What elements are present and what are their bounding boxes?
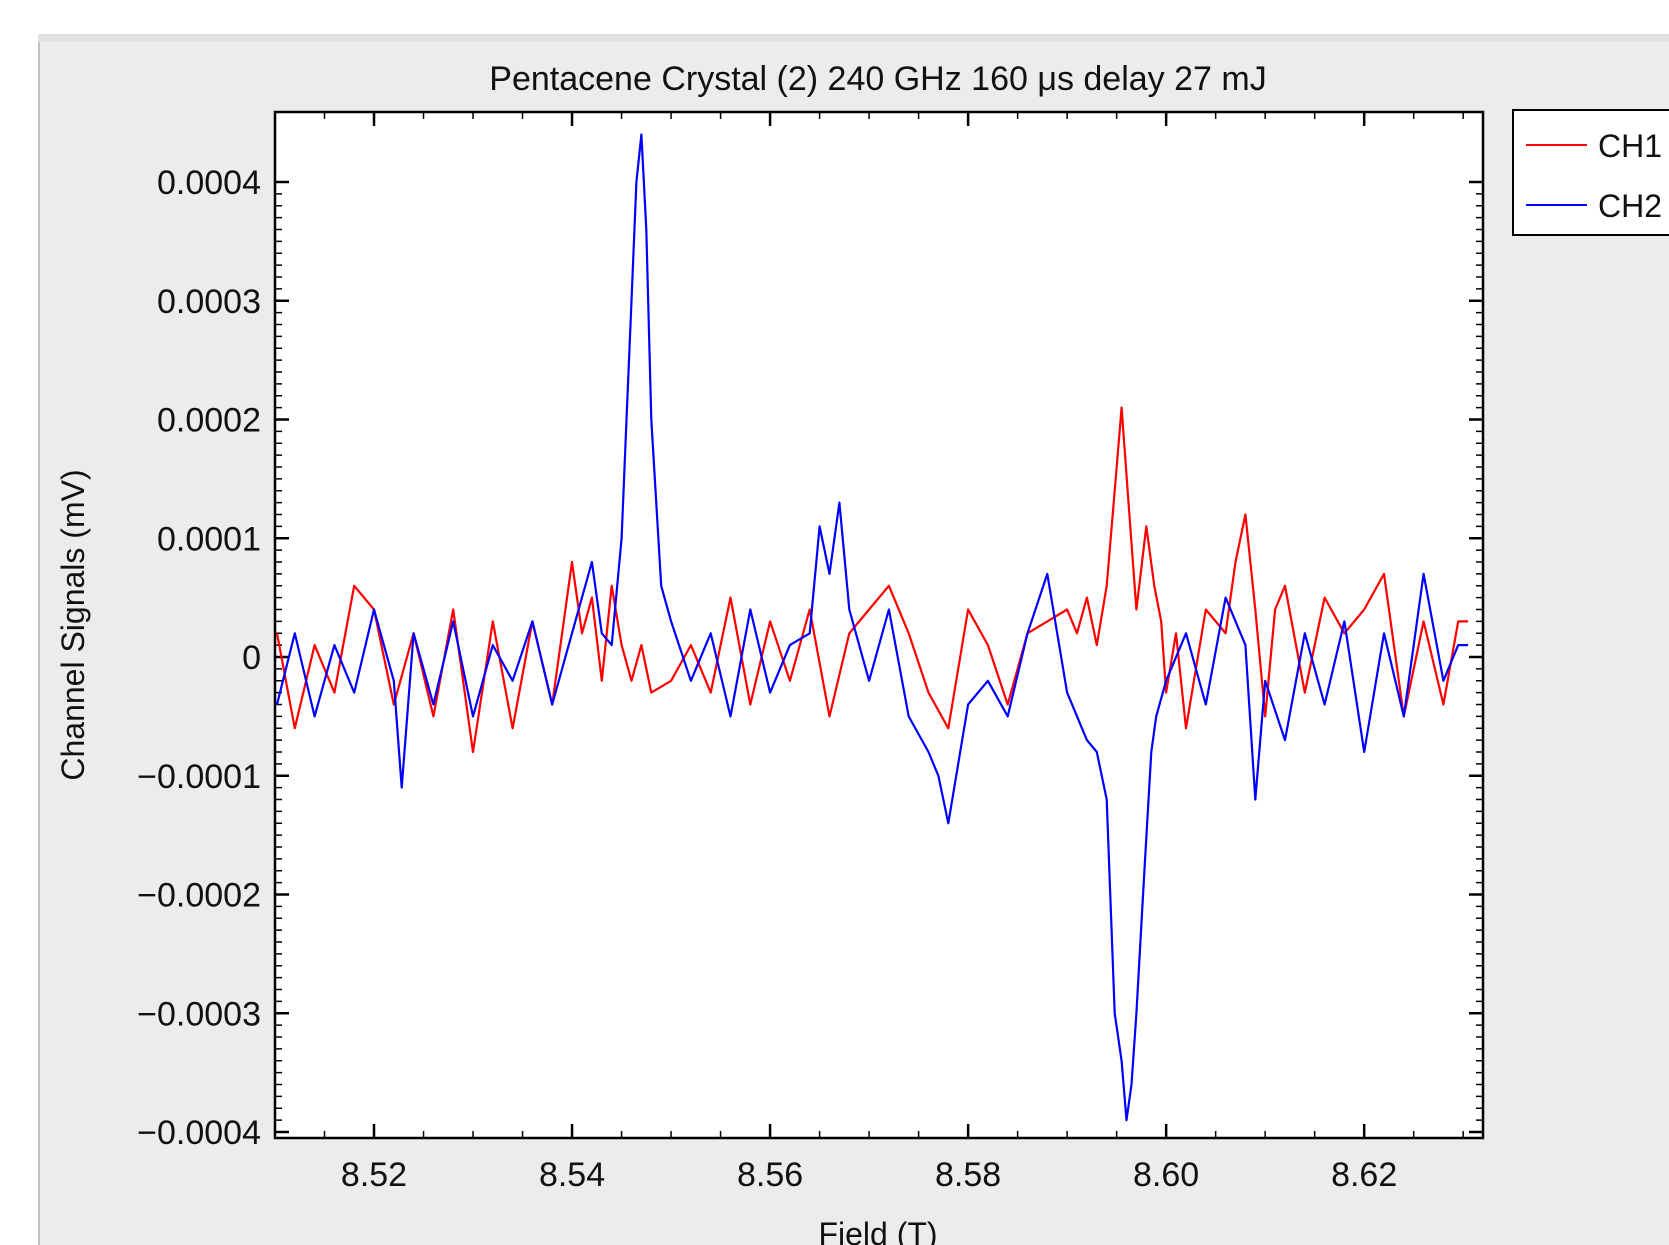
plot-area: [273, 110, 1485, 1140]
window-top-strip: [38, 34, 1669, 42]
x-tick-label: 8.62: [1331, 1156, 1397, 1194]
major-ticks: [275, 112, 1483, 1138]
series-line-ch1: [275, 406, 1469, 754]
chart-title: Pentacene Crystal (2) 240 GHz 160 μs del…: [489, 60, 1266, 98]
y-tick-label: 0.0003: [157, 283, 261, 321]
x-tick-label: 8.54: [539, 1156, 605, 1194]
y-tick-label: −0.0002: [137, 877, 261, 915]
x-tick-label: 8.56: [737, 1156, 803, 1194]
legend-box: [1512, 109, 1669, 236]
series-line-ch2: [275, 133, 1469, 1122]
x-axis-title: Field (T): [818, 1216, 937, 1245]
legend-label-ch1: CH1: [1598, 128, 1662, 164]
y-tick-label: 0.0004: [157, 164, 261, 202]
y-tick-label: −0.0004: [137, 1114, 261, 1152]
y-axis-title: Channel Signals (mV): [55, 469, 91, 780]
legend: CH1 CH2: [1512, 109, 1669, 236]
x-tick-label: 8.58: [935, 1156, 1001, 1194]
legend-label-ch2: CH2: [1598, 188, 1662, 224]
y-tick-label: −0.0001: [137, 758, 261, 796]
x-tick-labels: 8.52 8.54 8.56 8.58 8.60 8.62: [341, 1156, 1397, 1194]
y-tick-label: 0.0001: [157, 520, 261, 558]
y-tick-labels: 0.0004 0.0003 0.0002 0.0001 0 −0.0001 −0.0002 −…: [137, 164, 261, 1152]
x-tick-label: 8.60: [1133, 1156, 1199, 1194]
x-tick-label: 8.52: [341, 1156, 407, 1194]
series-layer: [275, 133, 1469, 1122]
y-tick-label: 0: [242, 639, 261, 677]
y-tick-label: −0.0003: [137, 995, 261, 1033]
y-tick-label: 0.0002: [157, 402, 261, 440]
